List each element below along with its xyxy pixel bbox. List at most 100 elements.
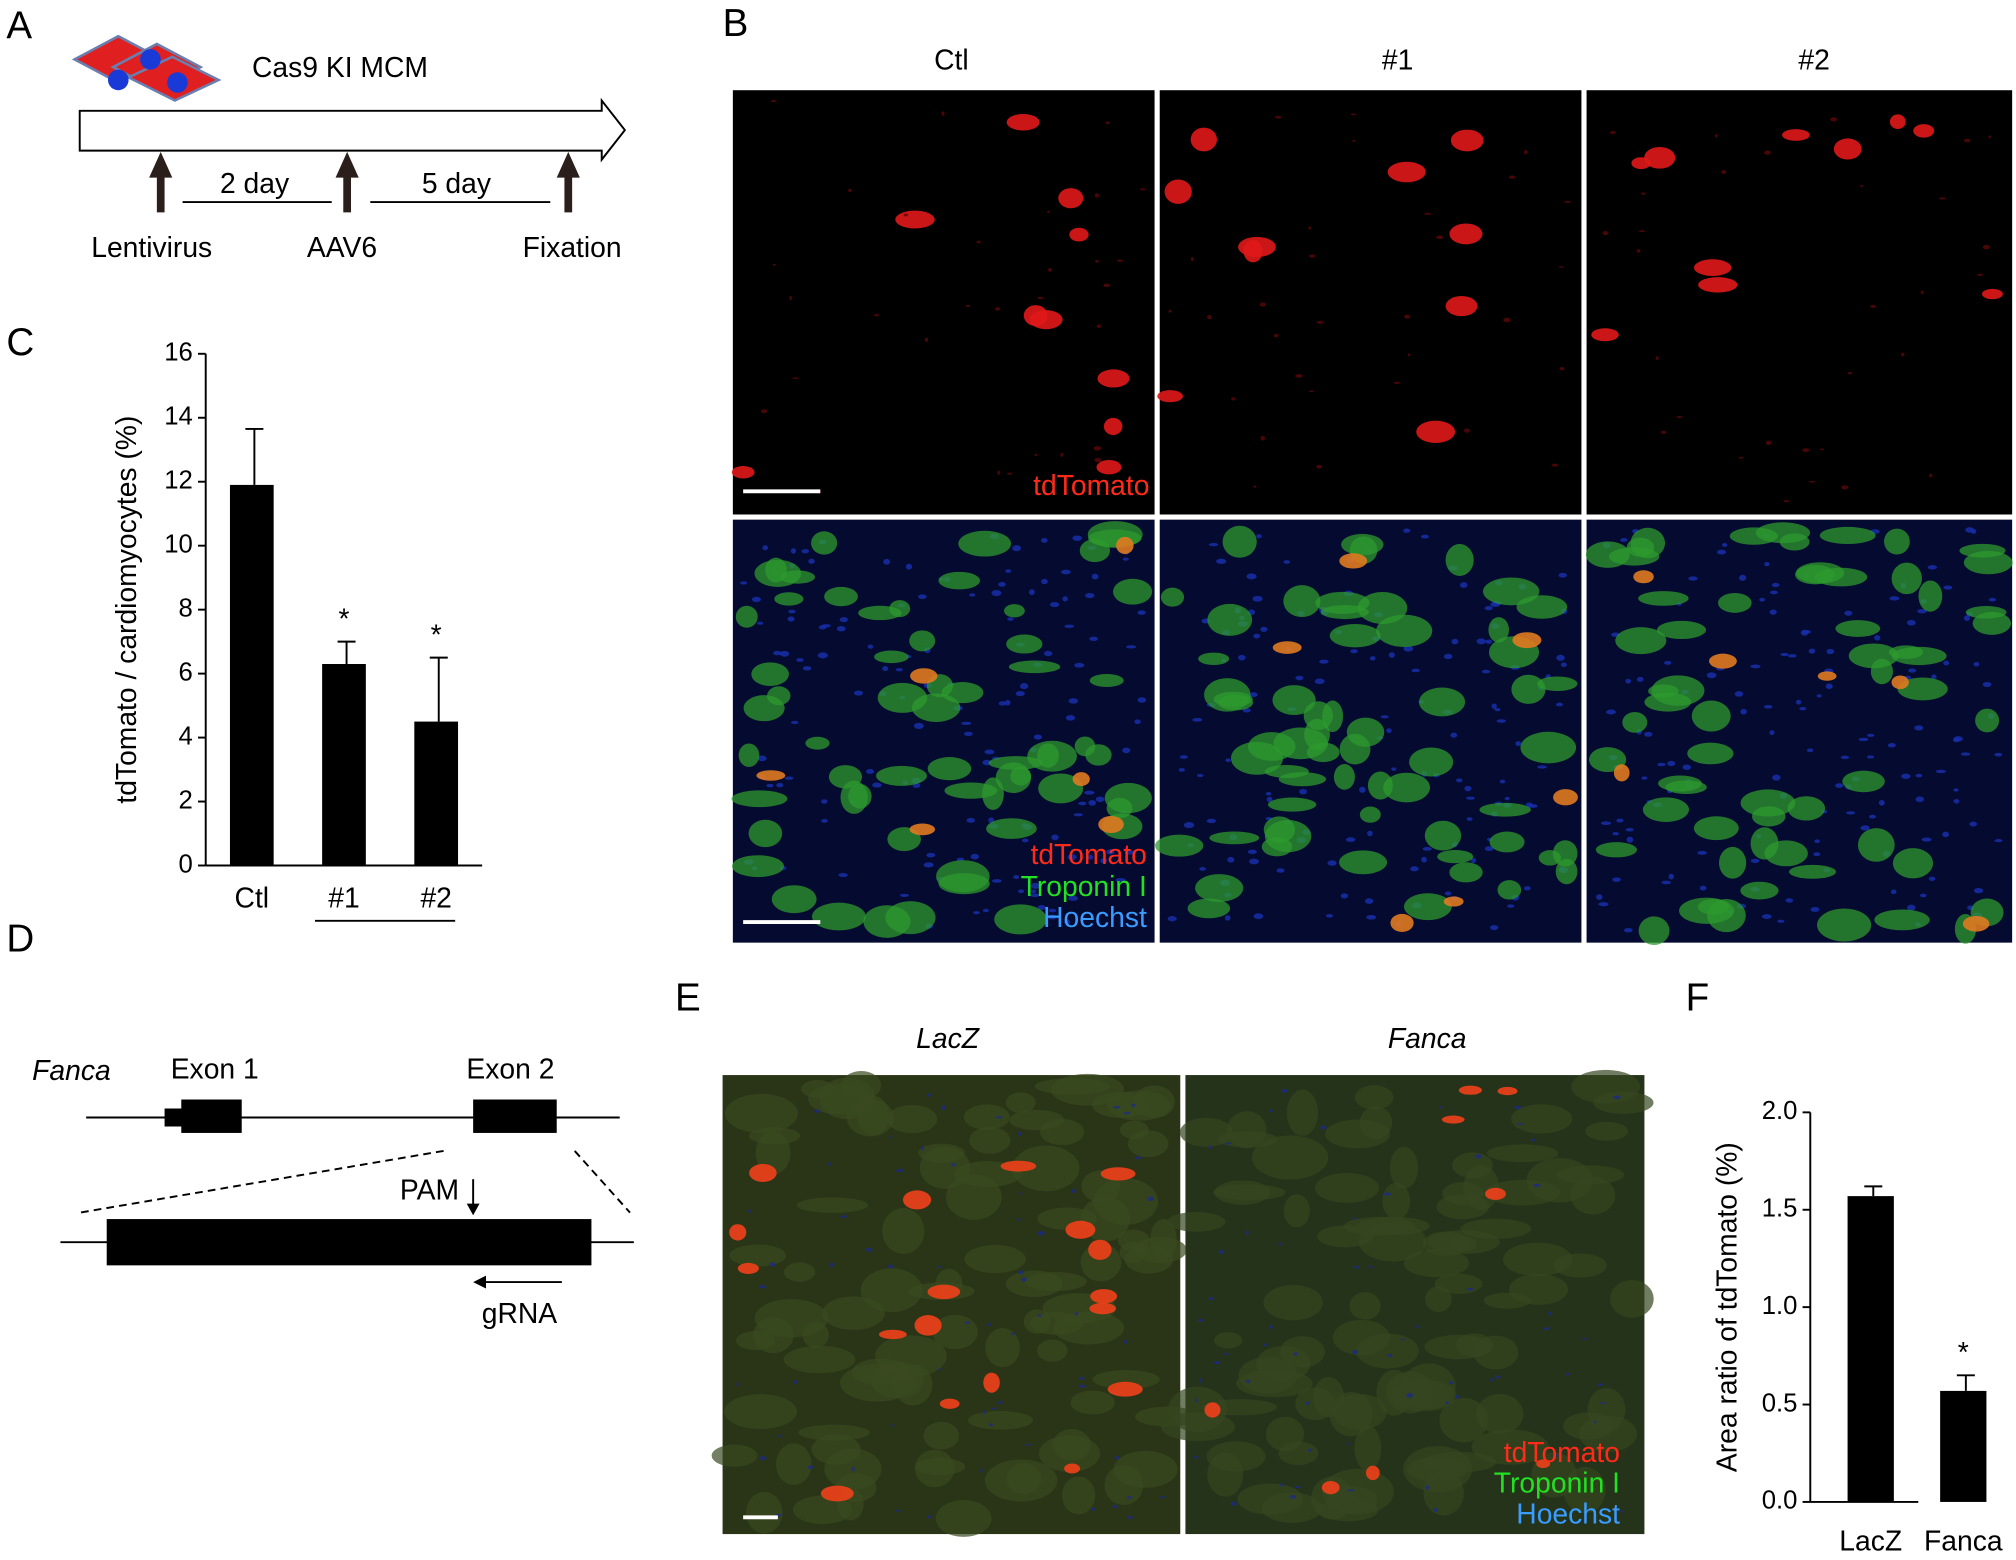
cell — [1199, 866, 1207, 871]
cell — [1840, 755, 1850, 760]
cell — [1564, 200, 1572, 203]
cell — [927, 1515, 932, 1519]
cell — [1697, 850, 1707, 855]
cell — [1320, 1125, 1327, 1130]
cell — [1994, 839, 2003, 843]
cell — [1870, 304, 1876, 308]
cell — [1356, 1333, 1419, 1369]
cell — [1359, 806, 1381, 823]
cell — [1320, 605, 1369, 620]
cell — [1272, 685, 1316, 716]
cell — [1644, 731, 1653, 737]
cell — [994, 904, 1047, 935]
cell — [910, 668, 938, 684]
cell — [877, 682, 928, 713]
cell — [939, 1398, 960, 1409]
cell — [1122, 557, 1129, 561]
cell — [1416, 420, 1456, 444]
cell — [1558, 572, 1567, 578]
cell — [1470, 857, 1477, 864]
cell — [1347, 1489, 1355, 1492]
cell — [1982, 681, 1992, 688]
bar — [1847, 1196, 1894, 1502]
stain-label: tdTomato — [1504, 1436, 1620, 1468]
cell — [894, 1509, 902, 1512]
cell — [1012, 545, 1022, 552]
cell — [1124, 849, 1134, 855]
cell — [937, 1368, 942, 1371]
cell — [1802, 630, 1812, 634]
significance: * — [338, 603, 349, 635]
cell — [1248, 858, 1260, 865]
cell — [1825, 683, 1833, 690]
y-tick-label: 14 — [164, 403, 193, 431]
cell — [1113, 1105, 1121, 1109]
cell — [1698, 277, 1738, 293]
cell — [1008, 660, 1061, 674]
cell — [838, 872, 848, 878]
cell — [1835, 783, 1844, 788]
cell — [1196, 773, 1204, 778]
cell — [1489, 831, 1525, 853]
cell — [1094, 193, 1100, 198]
cell — [899, 893, 910, 897]
cell — [762, 545, 769, 551]
cell — [1485, 1187, 1506, 1200]
cell — [991, 1407, 997, 1410]
cell — [1935, 769, 1947, 774]
cell — [936, 860, 990, 893]
cell — [1734, 691, 1744, 697]
cell — [1000, 1160, 1037, 1172]
cell — [1959, 543, 2006, 558]
cell — [1497, 880, 1522, 900]
cell — [1565, 1372, 1570, 1376]
cell — [1761, 914, 1772, 919]
cell — [1436, 235, 1444, 240]
cell — [1699, 885, 1707, 891]
cell — [938, 571, 981, 590]
cell — [1585, 541, 1630, 568]
cell — [1103, 417, 1123, 436]
cell — [1354, 1425, 1382, 1471]
cell — [874, 650, 909, 664]
micrograph — [1586, 519, 2013, 943]
cell — [857, 1095, 889, 1136]
cell — [1227, 856, 1235, 863]
cell — [735, 605, 758, 628]
cell — [1874, 635, 1881, 641]
cell — [1830, 117, 1838, 122]
cell — [1369, 656, 1376, 661]
cell — [895, 667, 903, 672]
cell — [927, 757, 972, 781]
cell — [914, 1315, 942, 1336]
cell — [1074, 1311, 1079, 1316]
cell — [1474, 1154, 1482, 1159]
error-bar — [245, 427, 264, 485]
cell — [840, 1363, 915, 1402]
cell — [1826, 648, 1835, 655]
cell — [1247, 849, 1257, 854]
cell — [1329, 623, 1381, 648]
cell — [1494, 1375, 1501, 1379]
cell — [1496, 719, 1507, 723]
cell — [1597, 1383, 1603, 1387]
cell — [1785, 898, 1794, 903]
cell — [743, 695, 785, 722]
cell — [1030, 882, 1041, 889]
cell — [1418, 687, 1466, 717]
cell — [1383, 772, 1431, 803]
cell — [1208, 1145, 1213, 1149]
cell — [1214, 1332, 1243, 1349]
cell — [987, 1322, 991, 1327]
cell — [1391, 767, 1397, 771]
cell — [812, 902, 866, 931]
cell — [1543, 1327, 1550, 1330]
cell — [1112, 1505, 1118, 1509]
cell — [865, 1247, 873, 1252]
cell — [1225, 758, 1231, 763]
cell — [1918, 580, 1943, 612]
cell — [998, 701, 1007, 706]
cell — [1252, 595, 1263, 602]
cell — [919, 1146, 971, 1189]
cells-icon — [71, 34, 222, 102]
